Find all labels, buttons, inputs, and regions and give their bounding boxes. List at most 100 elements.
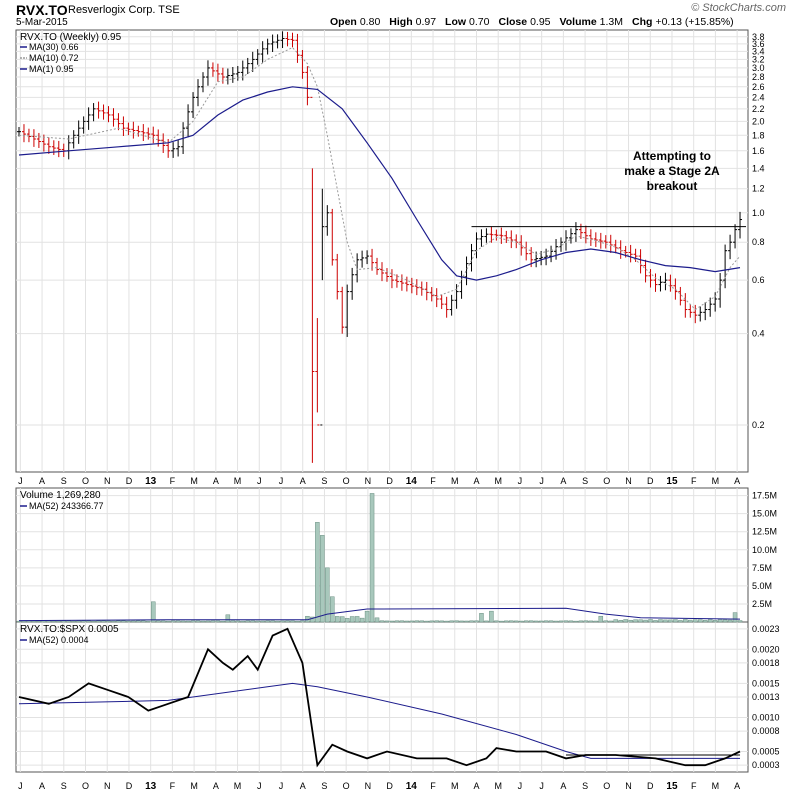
y-tick-label: 3.2 xyxy=(752,54,765,64)
y-tick-label: 0.0015 xyxy=(752,678,780,688)
ma30-line xyxy=(18,86,741,281)
x-tick-label: F xyxy=(170,476,176,486)
x-tick-label: M xyxy=(190,781,198,791)
y-tick-label: 3.6 xyxy=(752,39,765,49)
volume-bar xyxy=(578,620,584,623)
volume-bar xyxy=(429,620,434,623)
volume-bar xyxy=(638,619,643,623)
volume-bar xyxy=(190,620,196,623)
price-bar xyxy=(121,116,126,137)
volume-bar xyxy=(533,620,539,623)
price-bar xyxy=(265,38,270,55)
price-bar xyxy=(106,106,111,123)
price-bar xyxy=(285,31,290,47)
price-bar xyxy=(141,124,146,142)
x-tick-label: A xyxy=(213,781,219,791)
volume-bar xyxy=(260,620,265,623)
volume-bar xyxy=(270,620,275,623)
price-bar xyxy=(340,286,345,334)
volume-bar xyxy=(737,620,743,623)
price-bar xyxy=(549,245,554,263)
volume-bar xyxy=(712,620,718,623)
price-bar xyxy=(713,292,718,312)
price-bar xyxy=(399,274,404,291)
volume-bar xyxy=(514,620,519,623)
x-tick-label: A xyxy=(560,476,566,486)
volume-bar xyxy=(543,620,549,623)
volume-bar xyxy=(623,619,628,623)
x-tick-label: A xyxy=(39,476,45,486)
volume-bar xyxy=(474,620,479,623)
volume-bar xyxy=(96,620,101,623)
volume-bar xyxy=(548,620,554,623)
volume-bar xyxy=(717,619,723,623)
x-tick-label: M xyxy=(451,476,459,486)
x-tick-label: J xyxy=(279,781,284,791)
volume-legend-entry: MA(52) 243366.77 xyxy=(29,501,104,511)
price-bar xyxy=(335,253,340,300)
volume-bar xyxy=(136,620,141,623)
price-bar xyxy=(733,224,738,249)
volume-bar xyxy=(394,620,400,623)
volume-bar xyxy=(504,620,509,623)
price-bar xyxy=(693,304,698,324)
y-tick-label: 5.0M xyxy=(752,581,772,591)
price-bar xyxy=(330,208,335,266)
price-legend-entry: MA(10) 0.72 xyxy=(29,53,79,63)
price-bar xyxy=(504,230,509,244)
x-tick-label: A xyxy=(300,781,306,791)
price-bar xyxy=(643,259,648,283)
x-tick-label: N xyxy=(104,781,111,791)
volume-bar xyxy=(175,620,181,623)
price-bar xyxy=(315,318,320,426)
volume-bar xyxy=(573,620,579,623)
price-bar xyxy=(200,72,205,93)
price-bar xyxy=(499,227,504,244)
volume-bar xyxy=(66,620,71,623)
volume-bar xyxy=(518,620,524,623)
price-bar xyxy=(350,267,355,300)
volume-bar xyxy=(494,620,499,623)
volume-bar xyxy=(210,620,216,623)
price-bar xyxy=(345,284,350,337)
volume-bar xyxy=(61,620,67,623)
price-bar xyxy=(86,107,91,130)
volume-bar xyxy=(509,620,514,623)
price-bar xyxy=(280,31,285,49)
price-bar xyxy=(171,142,176,158)
volume-bar xyxy=(300,620,305,623)
volume-bar xyxy=(568,620,574,623)
volume-bar xyxy=(489,610,494,623)
volume-bar xyxy=(116,620,121,623)
x-tick-label: S xyxy=(61,476,67,486)
y-tick-label: 0.2 xyxy=(752,420,765,430)
volume-bar xyxy=(523,620,529,623)
x-tick-label: S xyxy=(582,476,588,486)
ohlc-label-low: Low xyxy=(445,16,467,28)
y-tick-label: 2.0 xyxy=(752,116,765,126)
volume-bar xyxy=(668,619,673,623)
price-bar xyxy=(375,257,380,275)
x-tick-label: 14 xyxy=(406,781,418,792)
volume-bar xyxy=(330,596,335,623)
x-tick-label: F xyxy=(430,781,436,791)
volume-bar xyxy=(379,620,385,623)
ratio-legend-title: RVX.TO:$SPX 0.0005 xyxy=(20,624,119,635)
price-bar xyxy=(21,124,26,143)
price-bar xyxy=(205,60,210,86)
volume-bar xyxy=(295,620,300,623)
x-tick-label: O xyxy=(82,781,89,791)
volume-bar xyxy=(528,620,534,623)
volume-bar xyxy=(374,617,380,623)
panel-frame-2 xyxy=(15,487,749,623)
volume-bar xyxy=(608,620,613,623)
y-tick-label: 0.8 xyxy=(752,237,765,247)
volume-bar xyxy=(658,619,663,623)
volume-bar xyxy=(424,620,430,623)
price-bar xyxy=(608,234,613,253)
x-tick-label: N xyxy=(365,781,372,791)
volume-bar xyxy=(126,620,131,623)
y-tick-label: 0.0008 xyxy=(752,726,780,736)
volume-bar xyxy=(344,618,350,623)
price-bar xyxy=(633,248,638,262)
